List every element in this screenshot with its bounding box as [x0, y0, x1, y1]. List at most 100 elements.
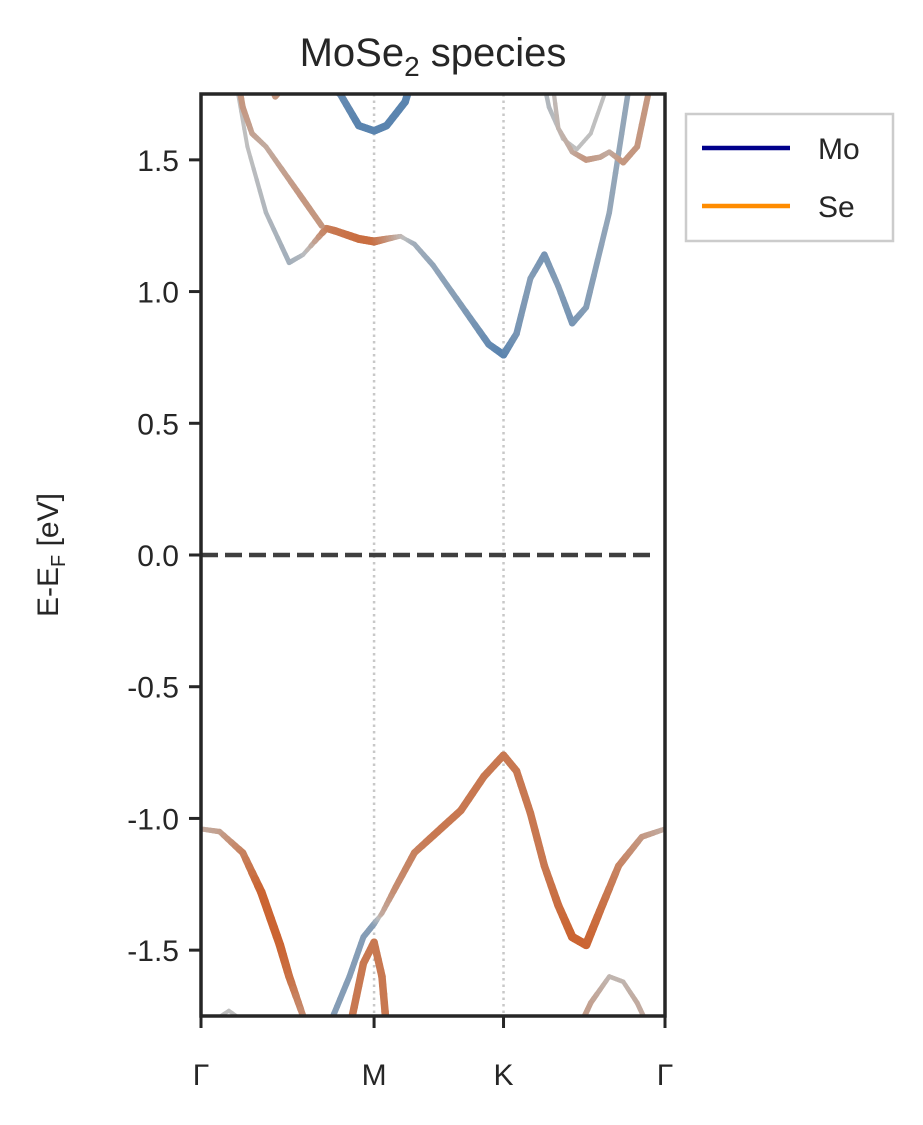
band-segment	[348, 1014, 355, 1016]
band-segment	[387, 1029, 388, 1038]
band-segment	[250, 1031, 253, 1038]
valence-band-2	[312, 751, 665, 1069]
band-segment	[386, 1020, 387, 1029]
band-segment	[238, 81, 240, 90]
band-segment	[387, 1038, 388, 1047]
band-segment	[241, 1020, 244, 1022]
band-segment	[254, 1039, 257, 1046]
band-segment	[637, 17, 639, 32]
band-segment	[646, 94, 651, 95]
band-segment	[639, 2, 641, 17]
band-segment	[388, 1047, 389, 1056]
band-segment	[247, 1024, 250, 1031]
y-tick-label: 0.5	[137, 408, 179, 441]
band-segment	[401, 94, 412, 106]
x-tick-label-Γ: Γ	[657, 1059, 674, 1092]
band-segment	[220, 11, 225, 26]
band-segment	[232, 59, 235, 77]
band-segment	[210, 1020, 215, 1023]
band-segment	[622, 94, 631, 117]
band-segment	[215, 0, 220, 11]
y-axis-label: E-EF [eV]	[32, 493, 70, 617]
bands-group	[201, 0, 665, 1073]
conduction-band-1	[215, 0, 641, 359]
band-segment	[542, 74, 544, 85]
band-segment	[575, 1029, 578, 1036]
legend-label-mo: Mo	[818, 133, 860, 166]
band-segment	[260, 1054, 263, 1061]
band-segment	[630, 63, 632, 78]
band-segment	[308, 1034, 310, 1043]
y-tick-label: -1.5	[127, 935, 179, 968]
band-segment	[618, 111, 628, 137]
valence-band-4	[206, 1008, 266, 1068]
band-segment	[206, 1023, 211, 1026]
band-segment	[322, 81, 325, 83]
y-tick-label: -0.5	[127, 672, 179, 705]
x-tick-label-Γ: Γ	[193, 1059, 210, 1092]
legend-label-se: Se	[818, 191, 855, 224]
band-segment	[334, 94, 340, 96]
band-segment	[310, 1042, 312, 1051]
band-segment	[635, 33, 637, 48]
band-segment	[405, 94, 412, 96]
band-segment	[257, 1046, 260, 1053]
band-segment	[315, 1060, 317, 1069]
x-tick-label-M: M	[362, 1059, 387, 1092]
valence-band-5	[572, 974, 656, 1043]
band-segment	[389, 1056, 390, 1065]
band-segment	[325, 1029, 328, 1037]
conduction-band-6	[551, 79, 652, 166]
valence-band-3	[348, 938, 391, 1073]
y-tick-label: 0.0	[137, 540, 179, 573]
band-segment	[322, 1037, 325, 1045]
band-segment	[236, 94, 241, 96]
x-tick-label-K: K	[494, 1059, 514, 1092]
valence-band-1	[201, 826, 317, 1069]
band-segment	[633, 48, 635, 63]
band-segment	[263, 1061, 266, 1068]
band-segment	[271, 86, 272, 88]
band-segment	[325, 83, 328, 85]
band-segment	[381, 1007, 390, 1016]
band-segment	[233, 54, 235, 63]
chart-title: MoSe2 species	[300, 31, 567, 82]
band-segment	[625, 94, 631, 97]
band-segment	[312, 1061, 315, 1069]
band-segment	[552, 79, 554, 91]
band-segment	[312, 1051, 314, 1060]
conduction-band-2	[233, 54, 325, 229]
band-segment	[319, 1045, 322, 1053]
band-segment	[328, 1021, 331, 1029]
band-segment	[653, 1036, 656, 1043]
band-segment	[328, 85, 331, 87]
band-segment	[242, 127, 250, 149]
y-axis-ticks: -1.5 -1.0 -0.5 0.0 0.5 1.0 1.5	[127, 145, 201, 968]
band-segment	[276, 94, 282, 96]
legend-frame	[684, 112, 895, 243]
conduction-band-3	[322, 81, 412, 135]
band-segment	[578, 1023, 581, 1030]
band-segment	[235, 63, 237, 72]
y-tick-label: 1.5	[137, 145, 179, 178]
band-segment	[315, 218, 325, 229]
band-segment	[271, 88, 272, 90]
y-tick-label: -1.0	[127, 803, 179, 836]
band-segment	[390, 1064, 391, 1073]
band-segment	[646, 1023, 649, 1030]
legend: Mo Se	[684, 112, 895, 243]
band-segment	[239, 109, 247, 132]
band-segment	[315, 1053, 318, 1061]
band-segment	[237, 72, 239, 81]
band-segment	[572, 1036, 575, 1043]
band-segment	[224, 26, 229, 41]
band-segment	[244, 1022, 247, 1024]
band-segment	[331, 87, 334, 89]
band-segment	[229, 41, 232, 59]
band-segment	[305, 1025, 307, 1034]
band-segment	[606, 190, 616, 216]
y-tick-label: 1.0	[137, 277, 179, 310]
band-segment	[650, 1029, 653, 1036]
